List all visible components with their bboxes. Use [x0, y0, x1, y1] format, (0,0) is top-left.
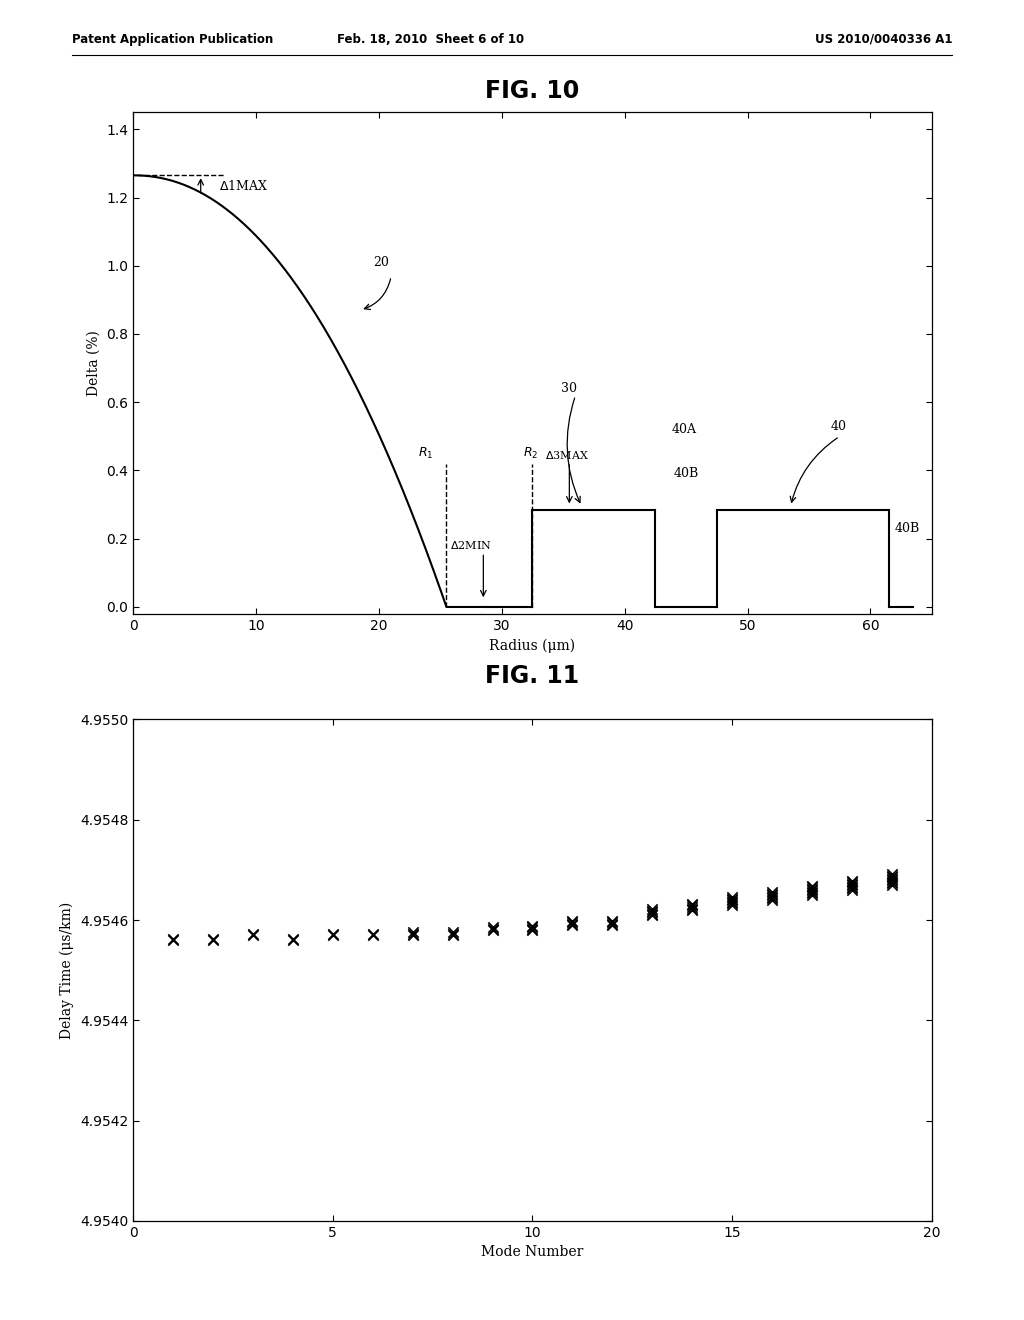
- Point: [404, 921, 421, 942]
- Point: [245, 924, 261, 945]
- Text: Patent Application Publication: Patent Application Publication: [72, 33, 273, 46]
- X-axis label: Mode Number: Mode Number: [481, 1245, 584, 1259]
- Point: [564, 915, 581, 936]
- Point: [325, 924, 341, 945]
- Point: [604, 912, 621, 933]
- Point: [764, 883, 780, 904]
- Point: [524, 917, 541, 939]
- Text: 40B: 40B: [674, 467, 699, 480]
- Text: Feb. 18, 2010  Sheet 6 of 10: Feb. 18, 2010 Sheet 6 of 10: [337, 33, 523, 46]
- Point: [684, 895, 700, 916]
- Point: [524, 916, 541, 937]
- Point: [804, 880, 820, 902]
- Point: [724, 888, 740, 909]
- Point: [205, 928, 221, 949]
- Point: [644, 903, 660, 924]
- Text: $R_1$: $R_1$: [418, 446, 433, 461]
- Point: [404, 923, 421, 944]
- Point: [884, 867, 900, 888]
- Point: [604, 915, 621, 936]
- Point: [604, 913, 621, 935]
- Point: [804, 875, 820, 896]
- Y-axis label: Delay Time (μs/km): Delay Time (μs/km): [60, 902, 75, 1039]
- Point: [804, 882, 820, 903]
- Point: [524, 915, 541, 936]
- Point: [365, 923, 381, 944]
- Point: [205, 929, 221, 950]
- Point: [245, 923, 261, 944]
- Point: [644, 904, 660, 925]
- Point: [844, 876, 860, 898]
- Point: [724, 892, 740, 913]
- Point: [684, 899, 700, 920]
- Point: [684, 894, 700, 915]
- Point: [365, 924, 381, 945]
- Text: 20: 20: [373, 256, 389, 269]
- Point: [724, 895, 740, 916]
- Point: [484, 920, 501, 941]
- Point: [644, 900, 660, 921]
- Point: [764, 884, 780, 906]
- Point: [764, 888, 780, 909]
- Point: [724, 887, 740, 908]
- Point: [804, 878, 820, 899]
- Text: $R_2$: $R_2$: [522, 446, 538, 461]
- Text: FIG. 11: FIG. 11: [485, 664, 580, 688]
- Point: [844, 871, 860, 892]
- Point: [764, 882, 780, 903]
- Point: [644, 899, 660, 920]
- Point: [884, 870, 900, 891]
- Point: [165, 929, 181, 950]
- Point: [444, 921, 461, 942]
- Point: [604, 909, 621, 931]
- Point: [564, 913, 581, 935]
- Point: [684, 896, 700, 917]
- Point: [684, 898, 700, 919]
- Point: [764, 890, 780, 911]
- Point: [285, 929, 301, 950]
- Point: [884, 869, 900, 890]
- Point: [844, 878, 860, 899]
- Text: US 2010/0040336 A1: US 2010/0040336 A1: [815, 33, 952, 46]
- Y-axis label: Delta (%): Delta (%): [87, 330, 100, 396]
- Text: 30: 30: [561, 381, 577, 395]
- Text: 40B: 40B: [895, 521, 921, 535]
- Point: [724, 891, 740, 912]
- Point: [844, 870, 860, 891]
- Point: [884, 871, 900, 892]
- Text: 40: 40: [831, 420, 847, 433]
- Point: [484, 916, 501, 937]
- Point: [285, 928, 301, 949]
- Text: FIG. 10: FIG. 10: [485, 79, 580, 103]
- Point: [804, 884, 820, 906]
- Point: [844, 879, 860, 900]
- Point: [444, 924, 461, 945]
- Point: [804, 883, 820, 904]
- Text: $\Delta$3MAX: $\Delta$3MAX: [545, 449, 589, 461]
- Point: [524, 920, 541, 941]
- Point: [484, 917, 501, 939]
- Point: [644, 902, 660, 923]
- Point: [404, 924, 421, 945]
- Point: [764, 887, 780, 908]
- Point: [884, 863, 900, 884]
- Point: [325, 923, 341, 944]
- Point: [564, 909, 581, 931]
- Point: [564, 912, 581, 933]
- Point: [844, 874, 860, 895]
- Text: 40A: 40A: [672, 422, 696, 436]
- Point: [804, 876, 820, 898]
- Point: [884, 874, 900, 895]
- Point: [165, 928, 181, 949]
- Point: [844, 875, 860, 896]
- Point: [884, 866, 900, 887]
- Point: [884, 873, 900, 894]
- Text: $\Delta$1MAX: $\Delta$1MAX: [219, 178, 268, 193]
- Point: [444, 923, 461, 944]
- Text: $\Delta$2MIN: $\Delta$2MIN: [451, 539, 492, 550]
- Point: [724, 890, 740, 911]
- X-axis label: Radius (μm): Radius (μm): [489, 638, 575, 652]
